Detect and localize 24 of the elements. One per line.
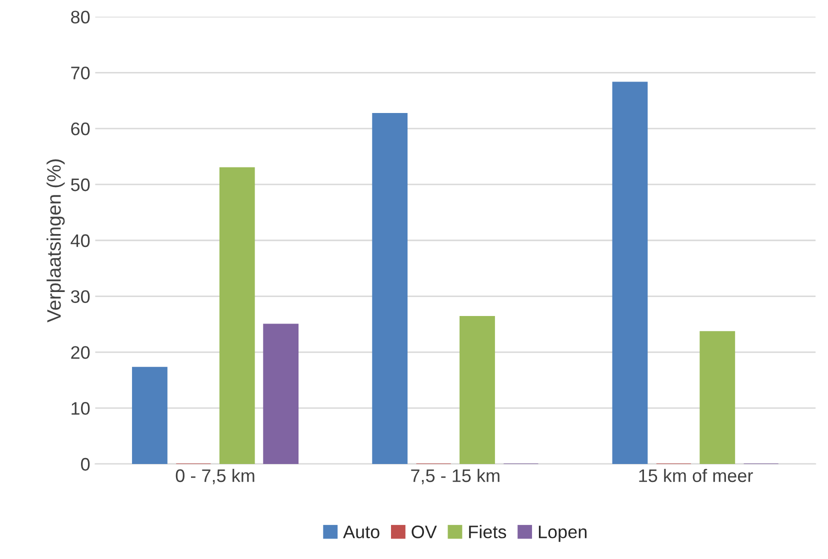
y-tick-label: 20: [71, 346, 90, 359]
y-tick-label: 50: [71, 178, 90, 192]
x-tick-label: 15 km of meer: [639, 468, 753, 482]
bar: [219, 167, 255, 464]
legend-label: Lopen: [538, 526, 586, 542]
x-tick-label: 0 - 7,5 km: [176, 468, 254, 484]
y-tick-label: 30: [70, 290, 90, 303]
bar: [132, 366, 168, 464]
y-axis-title: Verplaatsingen (%): [46, 159, 65, 322]
legend-label: Fiets: [469, 525, 506, 538]
y-tick-label: 10: [72, 402, 90, 415]
y-tick-label: 70: [71, 66, 90, 80]
legend-label: Auto: [343, 526, 380, 538]
y-tick-label: 40: [70, 234, 90, 248]
bar: [372, 113, 408, 464]
y-tick-label: 60: [71, 122, 90, 136]
bar: [460, 316, 495, 464]
y-tick-label: 0: [81, 458, 90, 471]
legend-label: OV: [412, 526, 437, 538]
bar: [263, 324, 299, 464]
bar: [700, 331, 736, 464]
x-tick-label: 7,5 - 15 km: [411, 468, 500, 484]
bar: [612, 82, 648, 464]
y-tick-label: 80: [71, 10, 90, 24]
